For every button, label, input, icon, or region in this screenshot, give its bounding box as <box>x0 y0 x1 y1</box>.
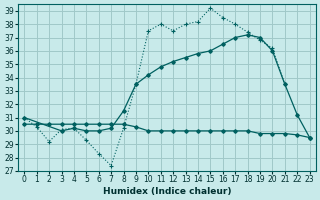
X-axis label: Humidex (Indice chaleur): Humidex (Indice chaleur) <box>103 187 231 196</box>
